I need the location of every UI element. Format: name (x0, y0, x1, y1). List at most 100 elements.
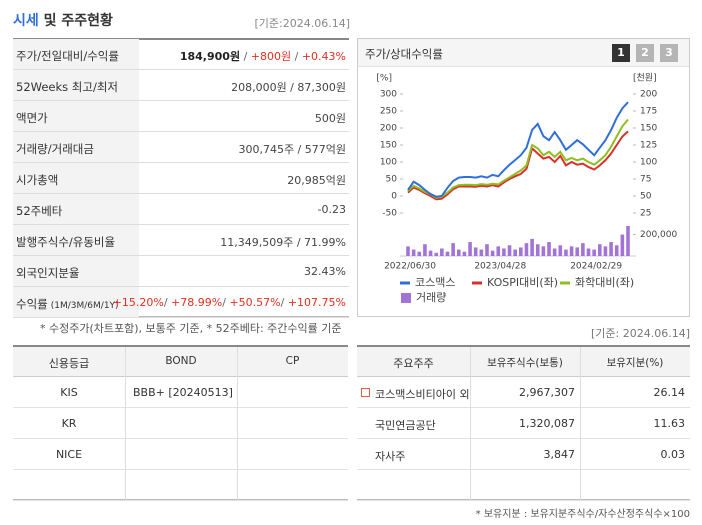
volume-bar (434, 252, 439, 256)
table-cell: KIS (60, 386, 78, 399)
volume-bar (547, 242, 551, 256)
row-label: 수익률 (1M/3M/6M/1Y) (16, 297, 119, 311)
line-series (407, 101, 629, 198)
y-tick-label: 0 (391, 192, 397, 202)
tab-button[interactable]: 1 (612, 44, 630, 62)
row-line (139, 287, 349, 318)
label-cell (13, 163, 139, 194)
table-header: CP (285, 355, 300, 367)
panel-title: 주가/상대수익률 (365, 47, 443, 61)
value-part: +78.99% (171, 296, 223, 309)
volume-bar (614, 245, 619, 256)
volume-bar (462, 251, 467, 256)
volume-bar (513, 249, 517, 256)
value-part: -0.23 (317, 203, 346, 216)
row-line (139, 101, 349, 132)
value-part: / (163, 296, 172, 309)
volume-bar (490, 250, 495, 256)
row-label: 외국인지분율 (16, 266, 80, 280)
volume-bar (535, 244, 540, 256)
table-header: 주요주주 (393, 357, 434, 370)
y-tick-label: 100 (380, 158, 397, 168)
table-cell: 2,967,307 (519, 386, 575, 399)
section-title: 시세 및 주주현황 (13, 10, 113, 30)
volume-bar (428, 250, 433, 256)
label-cell (13, 101, 139, 132)
row-label: 발행주식수/유동비율 (16, 235, 116, 249)
y-tick-label: -50 (382, 209, 397, 219)
volume-bar (592, 249, 596, 256)
legend-label: KOSPI대비(좌) (487, 276, 558, 289)
tab-button[interactable]: 3 (660, 44, 678, 62)
row-line (139, 225, 349, 256)
table-cell: 26.14 (653, 386, 686, 399)
volume-bar (597, 244, 602, 256)
volume-bar (468, 242, 472, 256)
volume-bar (530, 238, 534, 256)
row-line (357, 377, 690, 408)
row-line (139, 39, 349, 70)
row-label: 액면가 (16, 111, 48, 125)
volume-bar (502, 248, 506, 256)
row-value: 32.43% (304, 265, 346, 278)
volume-bar (575, 247, 580, 256)
table-header: 신용등급 (48, 357, 90, 370)
y2-tick-label: 150 (640, 124, 657, 134)
y-tick-label: 50 (386, 175, 398, 185)
x-tick-label: 2024/02/29 (570, 262, 622, 272)
table-header: 보유주식수(보통) (487, 357, 563, 369)
volume-bar (479, 249, 484, 256)
table-top (357, 345, 690, 500)
volume-bar (417, 251, 422, 256)
table-cell: 코스맥스비티아이 외 1… (375, 388, 470, 401)
volume-bar (552, 248, 557, 256)
row-line (13, 439, 348, 470)
y-axis-unit: [%] (376, 74, 392, 84)
label-cell (13, 39, 139, 70)
table-top (13, 38, 349, 317)
y2-axis-unit: [천원] (633, 73, 657, 84)
y-tick-label: 150 (380, 141, 397, 151)
value-part: 20,985억원 (287, 174, 346, 187)
table-head-bg (357, 347, 690, 377)
volume-bar (603, 246, 608, 256)
row-label: 52Weeks 최고/최저 (16, 80, 118, 94)
legend-label: 코스맥스 (415, 276, 455, 289)
volume-bar (626, 226, 630, 256)
label-cell (13, 225, 139, 256)
row-value: 11,349,509주 / 71.99% (220, 234, 346, 250)
x-tick-label: 2022/06/30 (384, 262, 436, 272)
value-part: 300,745주 / 577억원 (238, 143, 346, 156)
volume-bar (423, 244, 427, 256)
row-label: 52주베타 (16, 204, 63, 218)
row-line (139, 256, 349, 287)
row-label: 시가총액 (16, 173, 59, 187)
row-line (357, 470, 690, 501)
y2-tick-label: 125 (640, 141, 657, 151)
y2-tick-label: 175 (640, 107, 657, 117)
legend-swatch (401, 293, 411, 303)
volume-bar (411, 249, 416, 256)
expand-icon[interactable] (361, 388, 370, 397)
y-tick-label: 300 (380, 90, 397, 100)
value-part: 32.43% (304, 265, 346, 278)
volume-bar (451, 243, 455, 256)
table-cell: 0.03 (660, 448, 686, 461)
value-part: +15.20% (112, 296, 164, 309)
value-part: 500원 (314, 112, 346, 125)
tab-button[interactable]: 2 (636, 44, 654, 62)
line-series (407, 118, 629, 199)
label-cell (13, 194, 139, 225)
table-cell: 3,847 (543, 448, 576, 461)
table-top (13, 345, 348, 500)
panel-head (358, 39, 689, 67)
label-cell (13, 287, 139, 318)
volume-bar (496, 246, 501, 256)
value-part: +50.57% (229, 296, 281, 309)
row-value: +15.20%/ +78.99%/ +50.57%/ +107.75% (113, 296, 346, 309)
volume-bar (581, 243, 585, 256)
volume-bar (485, 244, 489, 256)
row-line (357, 439, 690, 470)
